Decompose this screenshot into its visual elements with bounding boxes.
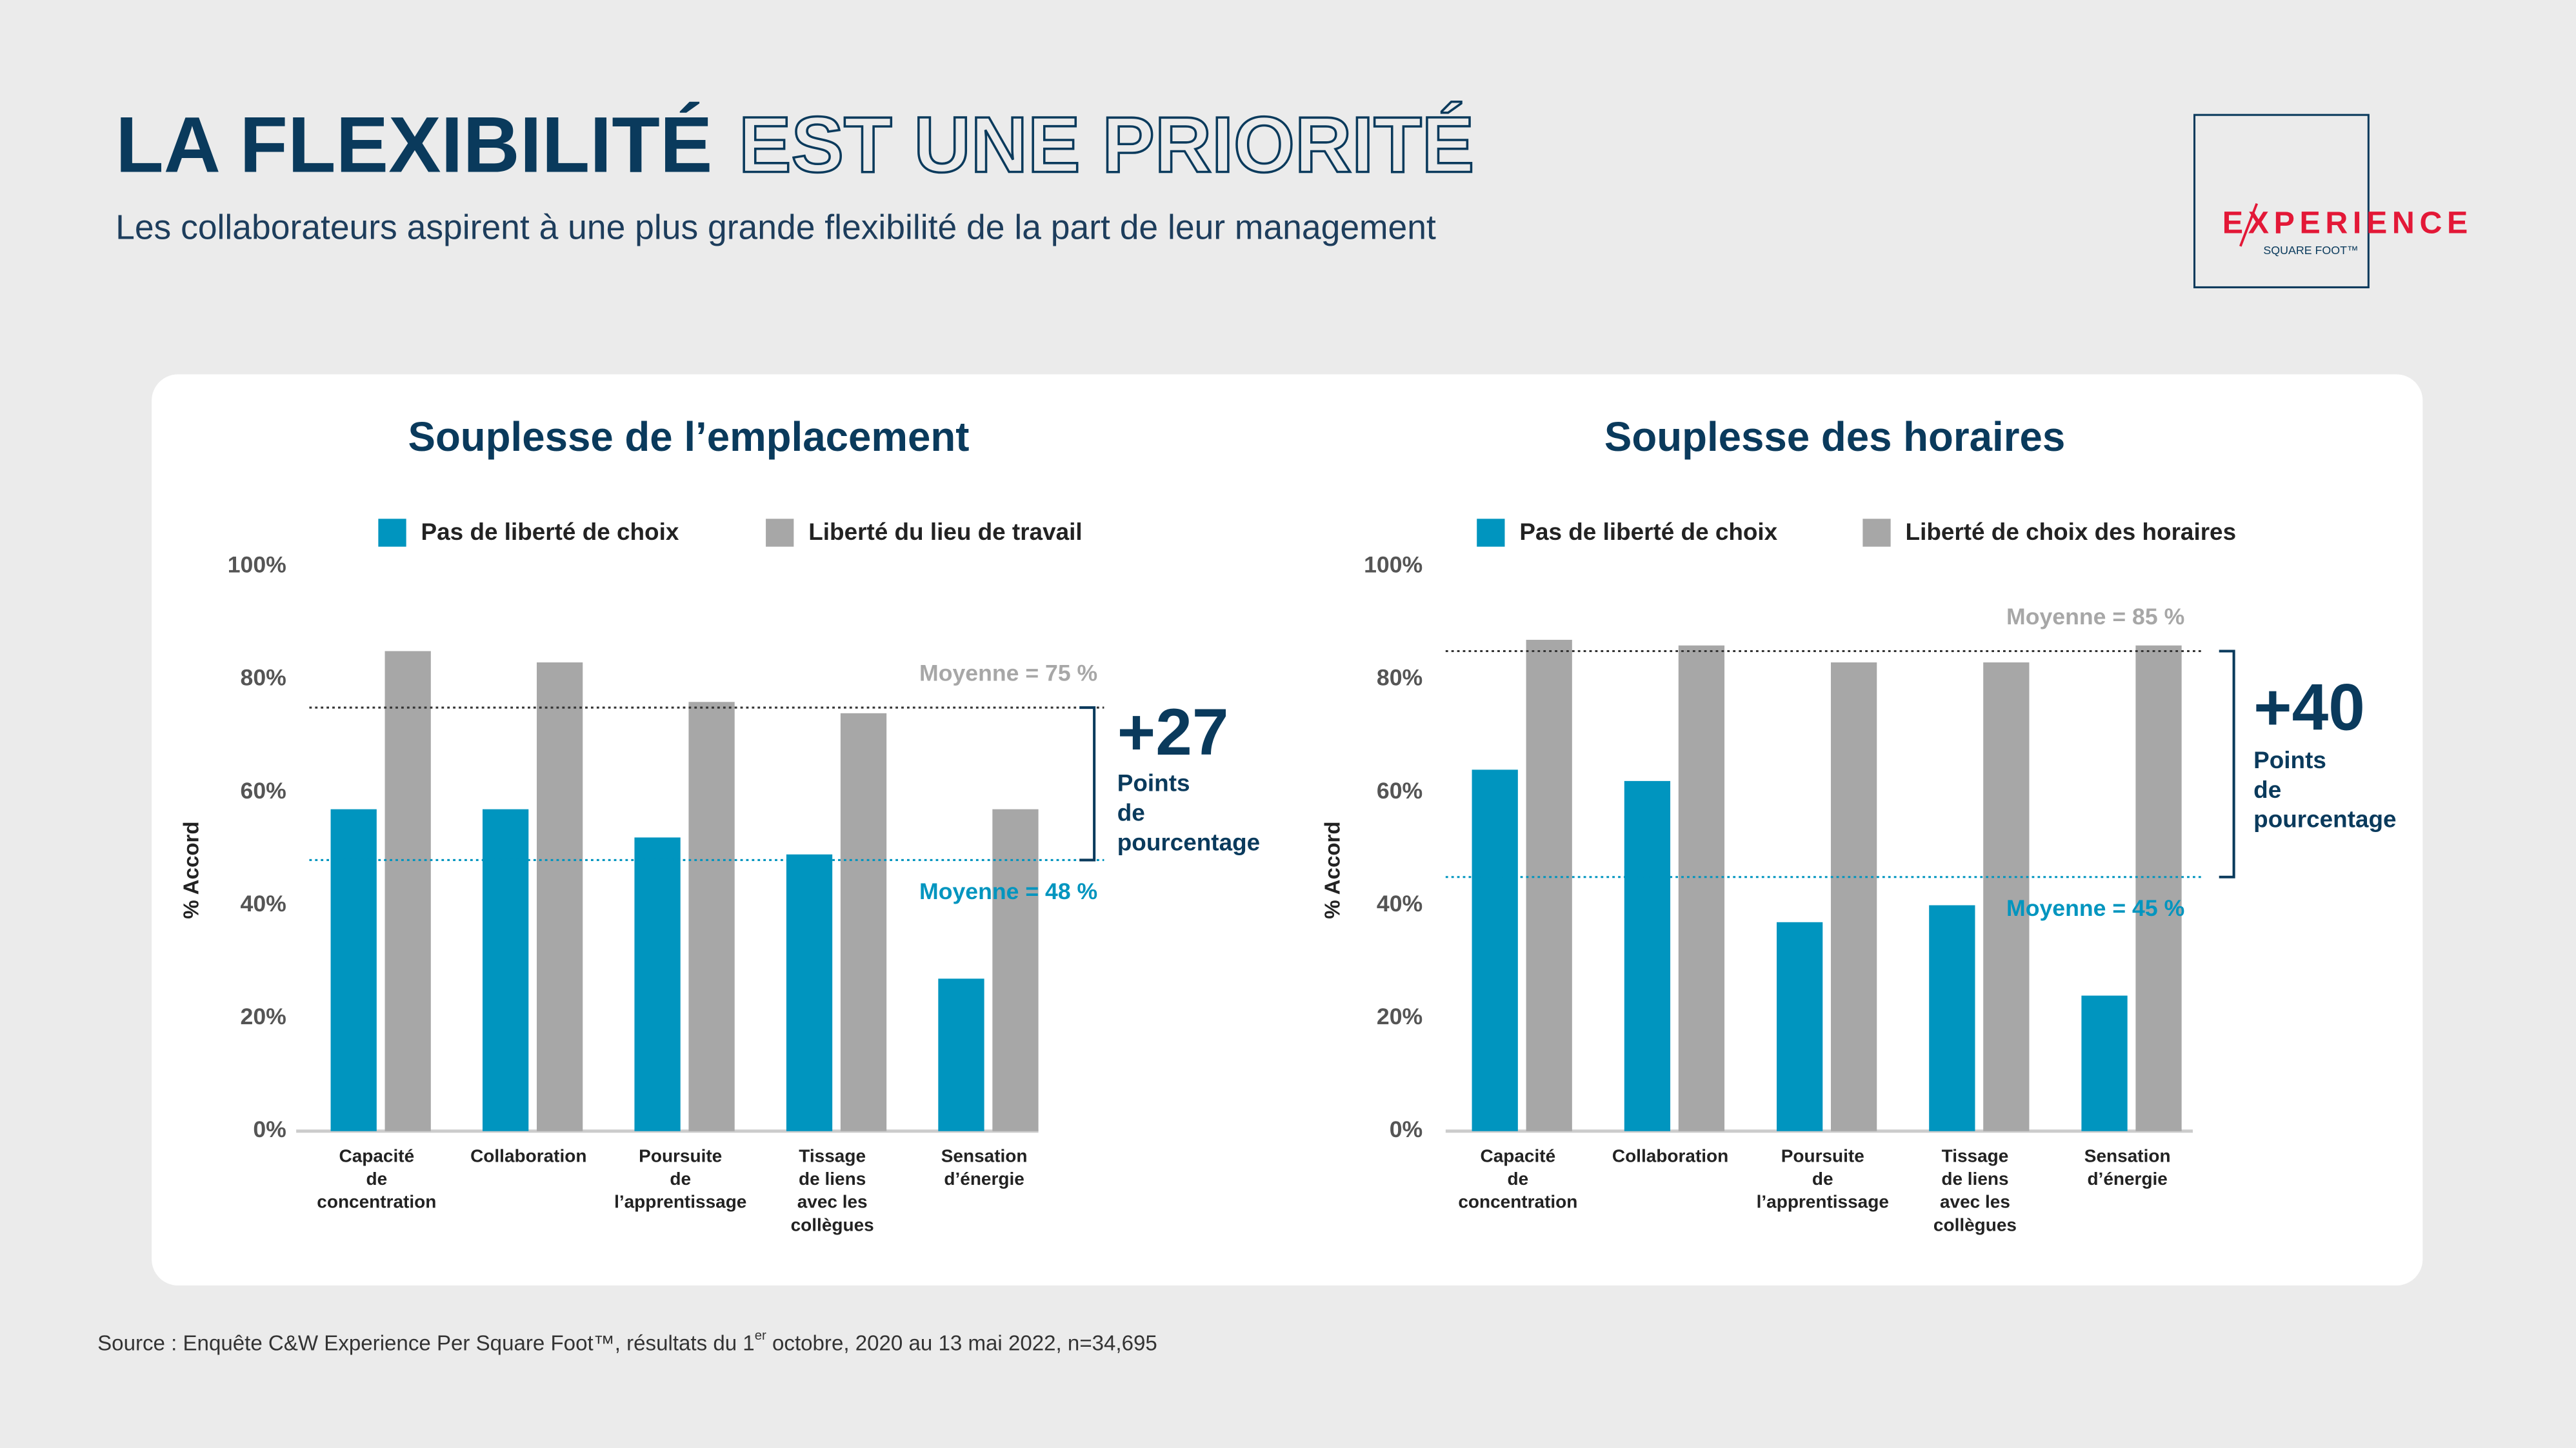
annotation-value: +27 (1117, 695, 1229, 769)
x-tick-label: Collaboration (1612, 1146, 1728, 1166)
y-tick-label: 60% (241, 778, 286, 804)
y-tick-label: 40% (241, 891, 286, 917)
bar (1830, 662, 1877, 1131)
legend-label: Liberté du lieu de travail (808, 519, 1082, 545)
y-axis-label: % Accord (1321, 821, 1345, 918)
source-end: octobre, 2020 au 13 mai 2022, n=34,695 (766, 1331, 1157, 1355)
reference-label: Moyenne = 85 % (2006, 604, 2184, 630)
y-tick-label: 80% (241, 665, 286, 691)
x-tick-label: Tissage de liens avec les collègues (1933, 1146, 2017, 1235)
legend-label: Pas de liberté de choix (1519, 519, 1777, 545)
source-sup: er (755, 1329, 766, 1343)
logo-frame (2193, 114, 2370, 288)
y-tick-label: 40% (1377, 891, 1423, 917)
y-tick-label: 20% (1377, 1004, 1423, 1029)
title-outline: EST UNE PRIORITÉ (739, 100, 1474, 188)
legend-label: Liberté de choix des horaires (1906, 519, 2237, 545)
bar (330, 809, 377, 1131)
legend-label: Pas de liberté de choix (421, 519, 679, 545)
bar (537, 662, 583, 1131)
logo-tagline: SQUARE FOOT™ (2263, 244, 2358, 257)
source-text: Source : Enquête C&W Experience Per Squa… (97, 1331, 755, 1355)
y-axis-label: % Accord (179, 821, 203, 918)
source: Source : Enquête C&W Experience Per Squa… (97, 1329, 1157, 1355)
legend-swatch (766, 519, 794, 547)
bar (1624, 780, 1671, 1131)
x-tick-label: Sensation d’énergie (2084, 1146, 2171, 1189)
y-tick-label: 0% (253, 1116, 286, 1142)
y-tick-label: 80% (1377, 665, 1423, 691)
bar (483, 809, 529, 1131)
bar (634, 837, 681, 1131)
y-tick-label: 100% (228, 552, 286, 578)
logo-name: EXPERIENCE (2222, 205, 2473, 240)
reference-label: Moyenne = 45 % (2006, 895, 2184, 921)
y-tick-label: 0% (1390, 1116, 1423, 1142)
bar (688, 702, 735, 1131)
reference-label: Moyenne = 75 % (919, 660, 1097, 686)
logo: EXPERIENCE SQUARE FOOT™ (2193, 114, 2473, 288)
x-tick-label: Poursuite de l’apprentissage (614, 1146, 746, 1212)
chart-title: Souplesse de l’emplacement (408, 414, 970, 460)
bar (1929, 905, 1975, 1131)
annotation-value: +40 (2253, 671, 2365, 744)
y-tick-label: 20% (241, 1004, 286, 1029)
bar (2081, 995, 2128, 1131)
bar (1472, 769, 1518, 1131)
y-tick-label: 60% (1377, 778, 1423, 804)
bar (840, 713, 887, 1131)
bar (384, 651, 431, 1131)
bar (1983, 662, 2030, 1131)
reference-label: Moyenne = 48 % (919, 878, 1097, 904)
annotation-text: Points de pourcentage (1117, 769, 1260, 855)
bracket (1079, 706, 1096, 862)
x-tick-label: Sensation d’énergie (941, 1146, 1028, 1189)
y-tick-label: 100% (1364, 552, 1423, 578)
x-tick-label: Capacité de concentration (1458, 1146, 1577, 1212)
annotation-text: Points de pourcentage (2253, 747, 2396, 833)
logo-slash (2239, 203, 2259, 247)
bar (786, 854, 833, 1131)
bar (1776, 922, 1823, 1131)
bar (1678, 645, 1725, 1131)
legend-swatch (378, 519, 406, 547)
x-tick-label: Tissage de liens avec les collègues (791, 1146, 874, 1235)
title-bold: LA FLEXIBILITÉ (115, 100, 712, 188)
bar (938, 978, 984, 1131)
x-tick-label: Poursuite de l’apprentissage (1757, 1146, 1889, 1212)
bracket (2219, 650, 2235, 878)
bar (992, 809, 1039, 1131)
legend-swatch (1862, 519, 1891, 547)
subtitle: Les collaborateurs aspirent à une plus g… (115, 208, 1436, 246)
x-tick-label: Collaboration (470, 1146, 586, 1166)
chart-title: Souplesse des horaires (1604, 414, 2065, 460)
bar (1526, 639, 1572, 1131)
bar (2135, 645, 2182, 1131)
x-tick-label: Capacité de concentration (317, 1146, 436, 1212)
legend-swatch (1477, 519, 1505, 547)
